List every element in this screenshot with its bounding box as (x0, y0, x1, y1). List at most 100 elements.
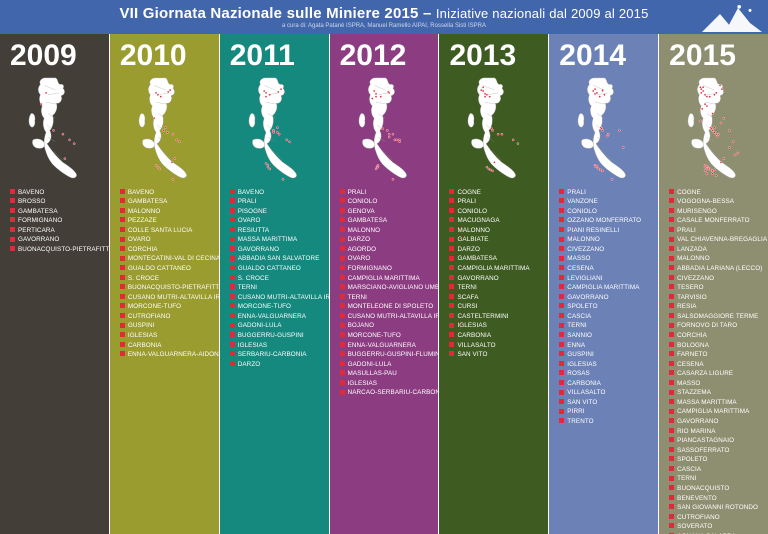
city-item: IGLESIAS (340, 379, 431, 389)
city-item: GALBIATE (449, 235, 540, 245)
city-item: SAN VITO (559, 398, 650, 408)
city-item: TERNI (669, 474, 760, 484)
city-item: TERNI (340, 293, 431, 303)
city-item: MORCONE-TUFO (340, 331, 431, 341)
city-item: ENNA (559, 341, 650, 351)
city-item: VILLASALTO (559, 388, 650, 398)
city-item: BENEVENTO (669, 494, 760, 504)
climbers-icon (702, 2, 762, 32)
city-item: AGORDO (340, 245, 431, 255)
year-column-2010: 2010 BAVENO GAMBATESA MALONNO PEZZAZE COLLE S… (110, 34, 219, 534)
city-item: GAVORRANO (559, 293, 650, 303)
city-item: BAVENO (120, 188, 211, 198)
city-item: MASSO (669, 379, 760, 389)
city-item: TARVISIO (669, 293, 760, 303)
city-item: PRALI (449, 197, 540, 207)
city-item: MASULLAS-PAU (340, 369, 431, 379)
city-item: MALONNO (449, 226, 540, 236)
italy-map-2010 (120, 76, 211, 184)
city-item: MORCONE-TUFO (120, 302, 211, 312)
city-item: IGLESIAS (449, 321, 540, 331)
year-column-2015: 2015 COGNE VOGOGNA-BESSA MURISENGO CASALE MO… (659, 34, 768, 534)
city-item: PRALI (559, 188, 650, 198)
city-item: SPOLETO (559, 302, 650, 312)
city-list-2011: BAVENO PRALI PISOGNE OVARO RESIUTTA MASSA MAR… (230, 188, 321, 370)
city-item: MASSO (559, 254, 650, 264)
header-banner: VII Giornata Nazionale sulle Miniere 201… (0, 0, 768, 34)
city-item: CASCIA (669, 465, 760, 475)
city-item: IGLESIAS (559, 360, 650, 370)
city-item: COGNE (669, 188, 760, 198)
header-subtitle: a cura di: Agata Patanè ISPRA, Manuel Ra… (119, 23, 648, 29)
city-item: SAN VITO (449, 350, 540, 360)
city-item: CUSANO MUTRI-ALTAVILLA IRPINA (340, 312, 431, 322)
city-item: PRALI (230, 197, 321, 207)
year-columns: 2009 BAVENO BROSSO GAMBATESA FORMIGNANO PERTI… (0, 34, 768, 534)
city-item: CARBONIA (559, 379, 650, 389)
year-label-2011: 2011 (230, 40, 321, 72)
city-item: MALONNO (669, 254, 760, 264)
city-item: MASSA MARITTIMA (669, 398, 760, 408)
city-item: SOVERATO (669, 522, 760, 532)
city-item: CARBONIA (120, 341, 211, 351)
city-item: BUGGERRU-GUSPINI-FLUMINI MAGGIORE (340, 350, 431, 360)
city-item: GENOVA (340, 207, 431, 217)
city-item: BUONACQUISTO-PIETRAFITTA (10, 245, 101, 255)
city-item: LANZADA (669, 245, 760, 255)
city-item: GUALDO CATTANEO (230, 264, 321, 274)
city-item: DARZO (449, 245, 540, 255)
city-item: NARCAO-SERBARIU-CARBONIA (340, 388, 431, 398)
city-item: ENNA-VALGUARNERA (230, 312, 321, 322)
city-item: MALONNO (559, 235, 650, 245)
year-column-2012: 2012 PRALI CONIOLO GENOVA GAMBATESA MALONNO DA… (330, 34, 439, 534)
city-item: FORMIGNANO (340, 264, 431, 274)
city-item: CONIOLO (340, 197, 431, 207)
city-item: CUTROFIANO (669, 513, 760, 523)
city-item: MASSA MARITTIMA (230, 235, 321, 245)
city-item: PIANCASTAGNAIO (669, 436, 760, 446)
city-item: CAMPIGLIA MARITTIMA (340, 274, 431, 284)
city-item: FARNETO (669, 350, 760, 360)
city-item: MALONNO (120, 207, 211, 217)
city-item: CONIOLO (559, 207, 650, 217)
city-item: DARZO (340, 235, 431, 245)
infographic-page: VII Giornata Nazionale sulle Miniere 201… (0, 0, 768, 534)
city-item: STAZZEMA (669, 388, 760, 398)
italy-map-2012 (340, 76, 431, 184)
city-item: S. CROCE (230, 274, 321, 284)
city-item: CASCIA (559, 312, 650, 322)
city-item: BUONACQUISTO-PIETRAFITTA (120, 283, 211, 293)
city-item: DARZO (230, 360, 321, 370)
city-item: GAVORRANO (669, 417, 760, 427)
city-item: MONTELEONE DI SPOLETO (340, 302, 431, 312)
city-item: CIVEZZANO (669, 274, 760, 284)
city-item: BOLOGNA (669, 341, 760, 351)
city-item: ENNA-VALGUARNERA (340, 341, 431, 351)
city-item: PIRRI (559, 407, 650, 417)
city-item: MALONNO (340, 226, 431, 236)
city-item: BOJANO (340, 321, 431, 331)
city-item: IGLESIAS (120, 331, 211, 341)
italy-map-2013 (449, 76, 540, 184)
city-item: GUSPINI (120, 321, 211, 331)
year-label-2012: 2012 (340, 40, 431, 72)
city-item: ROSAS (559, 369, 650, 379)
city-item: IGLESIAS (230, 341, 321, 351)
city-item: GADONI-LULA (230, 321, 321, 331)
city-item: OZZANO MONFERRATO (559, 216, 650, 226)
year-column-2011: 2011 BAVENO PRALI PISOGNE OVARO RESIUTTA MASSA… (220, 34, 329, 534)
city-item: GAMBATESA (449, 254, 540, 264)
city-item: CASALE MONFERRATO (669, 216, 760, 226)
city-item: CESENA (669, 360, 760, 370)
city-list-2013: COGNE PRALI CONIOLO MACUGNAGA MALONNO GALBIAT… (449, 188, 540, 360)
city-item: MORCONE-TUFO (230, 302, 321, 312)
city-item: S. CROCE (120, 274, 211, 284)
header-title-thin: Iniziative nazionali dal 2009 al 2015 (436, 6, 649, 21)
city-item: FORMIGNANO (10, 216, 101, 226)
italy-map-2009 (10, 76, 101, 184)
city-list-2009: BAVENO BROSSO GAMBATESA FORMIGNANO PERTICARA… (10, 188, 101, 255)
city-item: RIO MARINA (669, 427, 760, 437)
city-item: GADONI-LULA (340, 360, 431, 370)
city-item: VANZONE (559, 197, 650, 207)
city-list-2010: BAVENO GAMBATESA MALONNO PEZZAZE COLLE SANTA… (120, 188, 211, 360)
